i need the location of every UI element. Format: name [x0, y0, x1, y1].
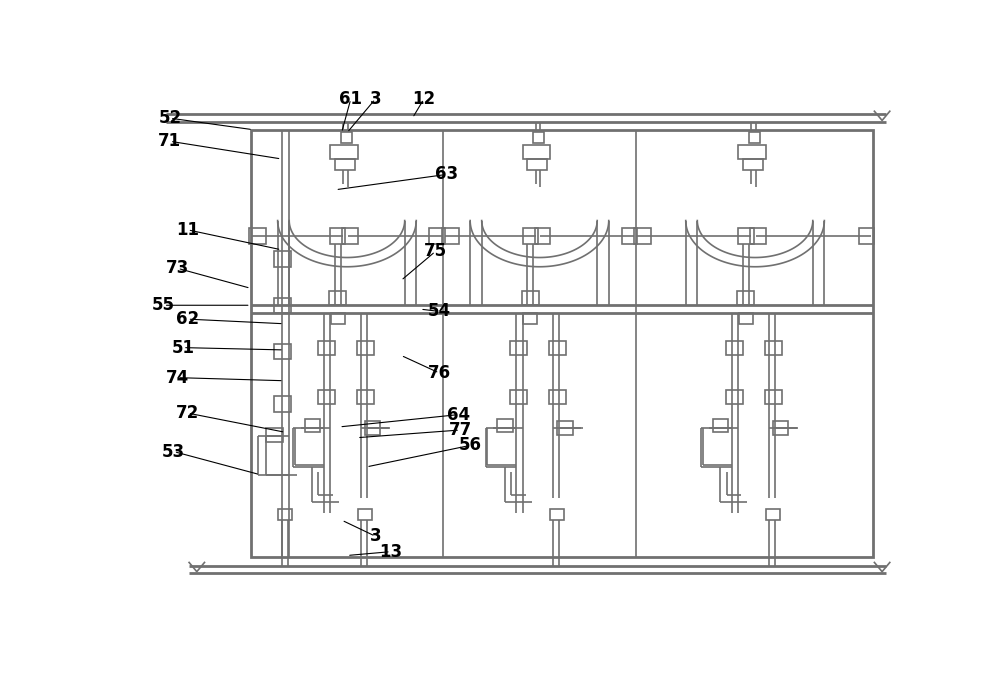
Bar: [749, 132, 760, 143]
Bar: [249, 228, 266, 244]
Bar: [330, 145, 358, 159]
Bar: [533, 132, 544, 143]
Bar: [738, 228, 754, 244]
Bar: [341, 132, 352, 143]
Text: 61: 61: [339, 90, 362, 108]
Text: 55: 55: [152, 296, 175, 314]
Text: 56: 56: [459, 436, 482, 454]
Bar: [743, 159, 763, 170]
Bar: [622, 228, 637, 244]
Bar: [305, 419, 320, 432]
Bar: [523, 145, 550, 159]
Bar: [634, 228, 651, 244]
Bar: [713, 419, 728, 432]
Bar: [335, 159, 355, 170]
Bar: [859, 228, 874, 244]
Text: 72: 72: [176, 404, 199, 422]
Bar: [342, 228, 358, 244]
Text: 76: 76: [428, 364, 451, 382]
Bar: [274, 344, 291, 359]
Text: 11: 11: [176, 221, 199, 239]
Bar: [357, 341, 374, 354]
Text: 13: 13: [379, 543, 402, 561]
Bar: [726, 390, 743, 404]
Bar: [330, 228, 345, 244]
Bar: [527, 159, 547, 170]
Bar: [737, 292, 754, 305]
Text: 51: 51: [171, 339, 194, 357]
Text: 75: 75: [424, 242, 447, 260]
Bar: [357, 390, 374, 404]
Text: 73: 73: [166, 260, 189, 277]
Bar: [738, 145, 766, 159]
Text: 77: 77: [449, 421, 472, 439]
Bar: [523, 313, 537, 324]
Bar: [549, 341, 566, 354]
Bar: [278, 510, 292, 520]
Bar: [329, 292, 346, 305]
Bar: [550, 510, 564, 520]
Text: 63: 63: [435, 165, 459, 183]
Text: 52: 52: [158, 109, 181, 127]
Text: 12: 12: [412, 90, 436, 108]
Bar: [318, 341, 335, 354]
Bar: [331, 313, 345, 324]
Text: 74: 74: [166, 369, 189, 387]
Bar: [358, 510, 372, 520]
Bar: [442, 228, 459, 244]
Text: 3: 3: [370, 527, 381, 545]
Bar: [497, 419, 513, 432]
Bar: [522, 292, 539, 305]
Bar: [739, 313, 753, 324]
Text: 64: 64: [447, 406, 470, 423]
Bar: [365, 421, 380, 434]
Bar: [274, 396, 291, 412]
Text: 71: 71: [158, 133, 181, 150]
Text: 3: 3: [370, 90, 381, 108]
Bar: [765, 390, 782, 404]
Text: 62: 62: [176, 310, 199, 328]
Bar: [429, 228, 445, 244]
Bar: [274, 251, 291, 267]
Bar: [557, 421, 573, 434]
Bar: [535, 228, 550, 244]
Bar: [510, 390, 527, 404]
Bar: [726, 341, 743, 354]
Text: 54: 54: [428, 303, 451, 320]
Bar: [318, 390, 335, 404]
Bar: [274, 298, 291, 313]
Bar: [549, 390, 566, 404]
Bar: [773, 421, 788, 434]
Bar: [765, 341, 782, 354]
Bar: [510, 341, 527, 354]
Bar: [266, 428, 283, 443]
Text: 53: 53: [162, 443, 185, 460]
Bar: [251, 130, 873, 557]
Bar: [523, 228, 538, 244]
Bar: [750, 228, 766, 244]
Bar: [766, 510, 780, 520]
